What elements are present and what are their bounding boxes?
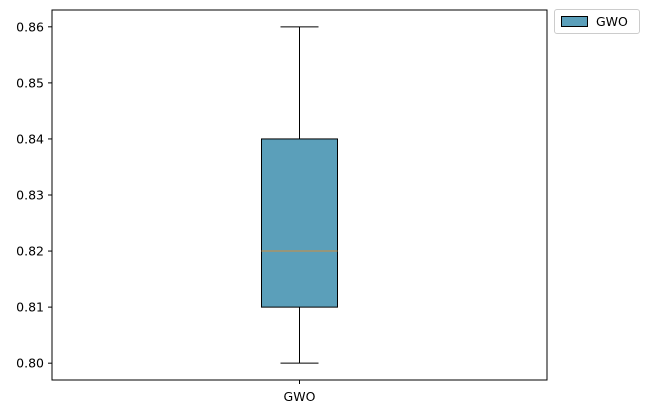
box-gwo [261,138,338,308]
y-tick-label: 0.84 [16,131,44,146]
legend: GWO [554,9,640,34]
legend-swatch-gwo [561,16,588,27]
y-tick-label: 0.86 [16,19,44,34]
y-tick-label: 0.83 [16,188,44,203]
y-tick-label: 0.82 [16,244,44,259]
y-tick-label: 0.80 [16,356,44,371]
y-tick-label: 0.85 [16,75,44,90]
y-tick-label: 0.81 [16,300,44,315]
x-tick-label: GWO [284,389,316,404]
legend-label-gwo: GWO [596,14,628,29]
